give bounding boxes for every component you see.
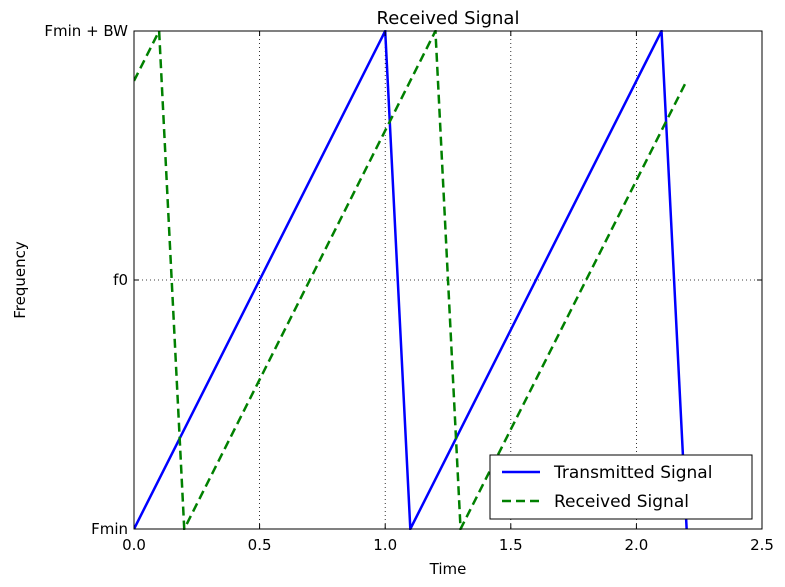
legend-label-2: Received Signal bbox=[554, 492, 689, 512]
series-line-2 bbox=[134, 30, 688, 530]
x-tick-label: 0.5 bbox=[248, 536, 272, 554]
y-tick-label: Fmin bbox=[91, 520, 128, 538]
legend: Transmitted Signal Received Signal bbox=[489, 454, 753, 520]
y-tick-label: f0 bbox=[113, 271, 128, 289]
y-axis-label: Frequency bbox=[11, 241, 29, 319]
y-tick-label: Fmin + BW bbox=[44, 22, 128, 40]
x-axis-label: Time bbox=[429, 560, 467, 578]
legend-box bbox=[489, 454, 753, 520]
legend-label-1: Transmitted Signal bbox=[553, 463, 712, 483]
chart-title: Received Signal bbox=[377, 8, 520, 29]
ticks: 0.0 0.5 1.0 1.5 2.0 2.5 Fmin f0 Fmin + BW bbox=[44, 22, 774, 554]
x-tick-label: 2.0 bbox=[624, 536, 648, 554]
x-tick-label: 1.0 bbox=[373, 536, 397, 554]
x-tick-label: 0.0 bbox=[122, 536, 146, 554]
x-tick-label: 2.5 bbox=[750, 536, 774, 554]
x-tick-label: 1.5 bbox=[499, 536, 523, 554]
